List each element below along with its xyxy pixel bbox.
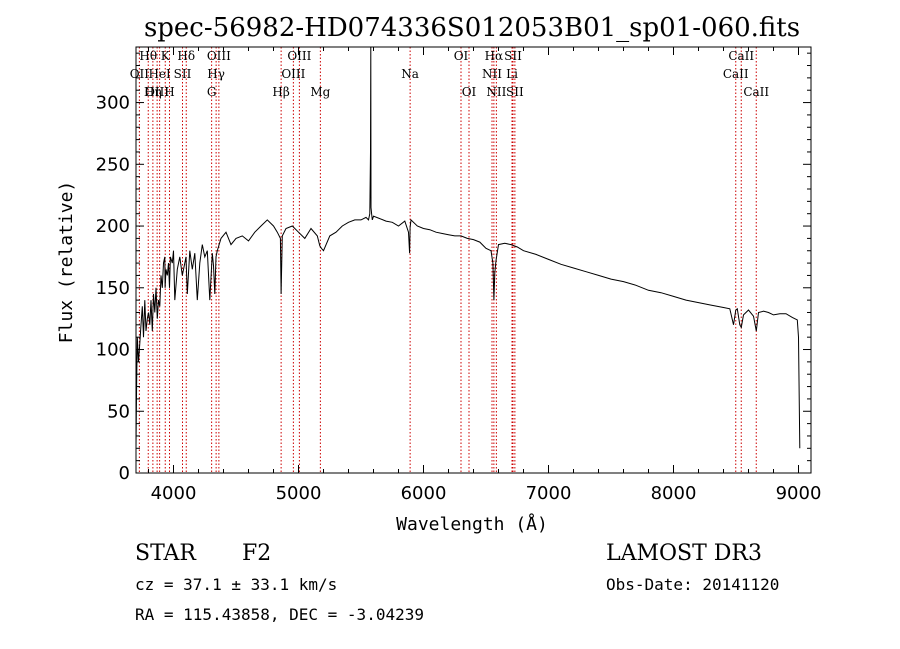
line-label: CaII <box>728 49 754 63</box>
x-tick-label: 9000 <box>776 483 822 504</box>
line-label: NII <box>486 85 506 99</box>
y-axis-ticks: 0 50 100 150 200 250 300 <box>96 52 811 484</box>
x-axis-label: Wavelength (Å) <box>396 513 548 535</box>
line-label: OII <box>130 67 150 81</box>
y-tick-label: 0 <box>119 463 130 484</box>
x-tick-label: 5000 <box>276 483 322 504</box>
line-label: HeI <box>148 67 171 81</box>
line-label: SII <box>504 49 522 63</box>
line-label: Hγ <box>207 67 225 81</box>
line-label: OIII <box>281 67 305 81</box>
info-panel: STAR F2 LAMOST DR3 cz = 37.1 ± 33.1 km/s… <box>135 541 779 624</box>
line-markers <box>138 47 757 473</box>
line-label: OIII <box>207 49 231 63</box>
line-label: Hθ <box>139 49 157 63</box>
object-class: STAR <box>135 541 197 566</box>
coordinates: RA = 115.43858, DEC = -3.04239 <box>135 605 424 624</box>
x-tick-label: 4000 <box>151 483 197 504</box>
object-subclass: F2 <box>242 541 271 566</box>
line-label: Hδ <box>177 49 195 63</box>
y-tick-label: 50 <box>107 401 130 422</box>
line-label: OI <box>454 49 469 63</box>
y-tick-label: 200 <box>96 216 130 237</box>
line-label: SII <box>174 67 192 81</box>
y-axis-label: Flux (relative) <box>56 181 77 344</box>
line-label: H <box>164 85 174 99</box>
line-label: CaII <box>743 85 769 99</box>
x-tick-label: 7000 <box>526 483 572 504</box>
line-label: K <box>161 49 171 63</box>
line-label: Hα <box>485 49 504 63</box>
line-label: Hβ <box>272 85 289 99</box>
line-label: CaII <box>723 67 749 81</box>
line-label: OIII <box>287 49 311 63</box>
line-label: Mg <box>310 85 330 99</box>
line-label: Hη <box>144 85 162 99</box>
line-label: SII <box>506 85 524 99</box>
obs-date: Obs-Date: 20141120 <box>606 575 779 594</box>
y-tick-label: 300 <box>96 93 130 114</box>
line-label: NII <box>482 67 502 81</box>
x-tick-label: 6000 <box>401 483 447 504</box>
x-axis-ticks: 4000 5000 6000 7000 8000 9000 <box>148 47 822 504</box>
y-tick-label: 250 <box>96 154 130 175</box>
line-label: OI <box>462 85 477 99</box>
x-tick-label: 8000 <box>651 483 697 504</box>
line-label: G <box>207 85 217 99</box>
plot-frame <box>135 46 812 474</box>
spectrum-line <box>135 46 801 449</box>
survey-name: LAMOST DR3 <box>606 541 762 566</box>
line-label: Li <box>506 67 518 81</box>
y-tick-label: 150 <box>96 278 130 299</box>
line-label: OIII <box>145 85 169 99</box>
line-label: Na <box>401 67 419 81</box>
y-tick-label: 100 <box>96 340 130 361</box>
chart-title: spec-56982-HD074336S012053B01_sp01-060.f… <box>144 13 800 43</box>
redshift-info: cz = 37.1 ± 33.1 km/s <box>135 575 337 594</box>
